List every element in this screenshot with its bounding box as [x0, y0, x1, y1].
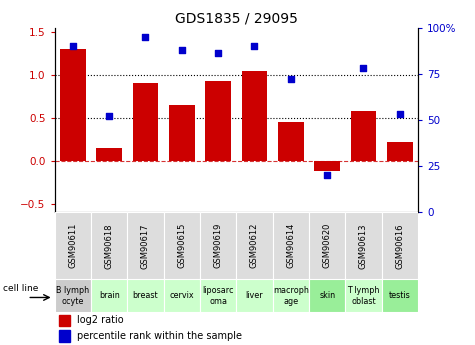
- Point: [323, 172, 331, 178]
- Bar: [59, 315, 70, 326]
- Bar: [200, 212, 237, 279]
- Bar: [345, 212, 381, 279]
- Text: GSM90618: GSM90618: [104, 223, 114, 268]
- Bar: [91, 279, 127, 312]
- Text: testis: testis: [389, 291, 411, 300]
- Bar: [96, 148, 122, 161]
- Bar: [55, 212, 91, 279]
- Text: GSM90616: GSM90616: [395, 223, 404, 268]
- Bar: [387, 142, 413, 161]
- Point: [396, 111, 404, 117]
- Bar: [60, 49, 86, 161]
- Text: T lymph
oblast: T lymph oblast: [347, 286, 380, 306]
- Point: [214, 51, 222, 56]
- Bar: [59, 330, 70, 342]
- Text: log2 ratio: log2 ratio: [76, 315, 124, 325]
- Text: GSM90620: GSM90620: [323, 223, 332, 268]
- Point: [69, 43, 76, 49]
- Text: GSM90615: GSM90615: [177, 223, 186, 268]
- Text: skin: skin: [319, 291, 335, 300]
- Point: [251, 43, 258, 49]
- Bar: [237, 212, 273, 279]
- Text: breast: breast: [133, 291, 158, 300]
- Point: [360, 66, 367, 71]
- Point: [287, 77, 294, 82]
- Text: cervix: cervix: [170, 291, 194, 300]
- Title: GDS1835 / 29095: GDS1835 / 29095: [175, 11, 298, 25]
- Bar: [351, 111, 376, 161]
- Text: brain: brain: [99, 291, 120, 300]
- Text: liver: liver: [246, 291, 263, 300]
- Bar: [309, 279, 345, 312]
- Bar: [309, 212, 345, 279]
- Bar: [200, 279, 237, 312]
- Text: liposarc
oma: liposarc oma: [202, 286, 234, 306]
- Text: GSM90613: GSM90613: [359, 223, 368, 268]
- Text: GSM90617: GSM90617: [141, 223, 150, 268]
- Bar: [133, 83, 158, 161]
- Text: GSM90611: GSM90611: [68, 223, 77, 268]
- Bar: [163, 212, 200, 279]
- Bar: [381, 212, 418, 279]
- Bar: [381, 279, 418, 312]
- Bar: [278, 122, 304, 161]
- Text: cell line: cell line: [3, 284, 38, 293]
- Bar: [91, 212, 127, 279]
- Bar: [163, 279, 200, 312]
- Point: [142, 34, 149, 40]
- Text: GSM90619: GSM90619: [214, 223, 223, 268]
- Bar: [127, 212, 163, 279]
- Text: percentile rank within the sample: percentile rank within the sample: [76, 331, 242, 341]
- Bar: [127, 279, 163, 312]
- Point: [178, 47, 186, 52]
- Point: [105, 114, 113, 119]
- Bar: [169, 105, 195, 161]
- Text: GSM90614: GSM90614: [286, 223, 295, 268]
- Bar: [345, 279, 381, 312]
- Text: GSM90612: GSM90612: [250, 223, 259, 268]
- Bar: [237, 279, 273, 312]
- Bar: [205, 81, 231, 161]
- Text: macroph
age: macroph age: [273, 286, 309, 306]
- Bar: [273, 212, 309, 279]
- Bar: [242, 70, 267, 161]
- Bar: [55, 279, 91, 312]
- Text: B lymph
ocyte: B lymph ocyte: [56, 286, 89, 306]
- Bar: [273, 279, 309, 312]
- Bar: [314, 161, 340, 171]
